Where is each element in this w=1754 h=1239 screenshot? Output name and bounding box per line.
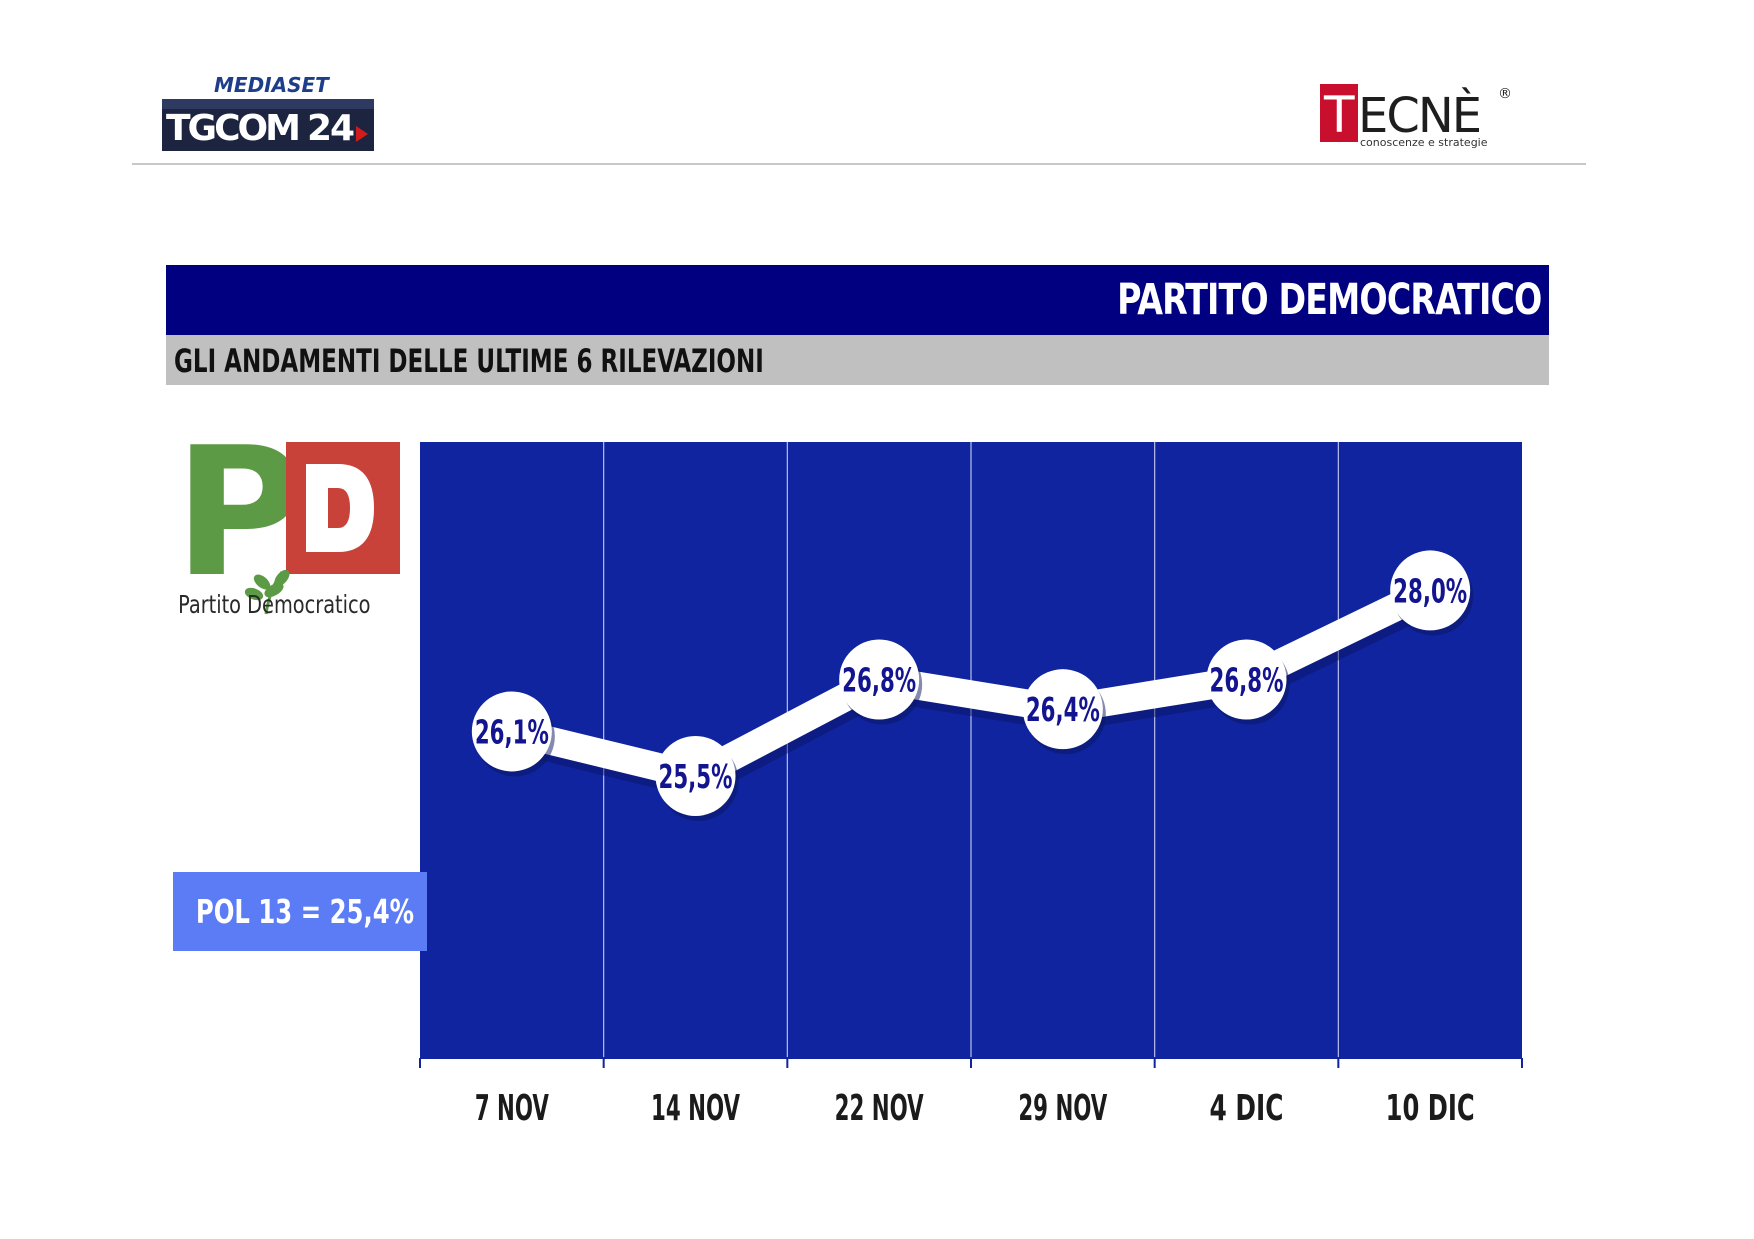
x-tick-label: 7 NOV (475, 1088, 549, 1129)
data-point-marker (471, 691, 552, 772)
data-label: 26,8% (842, 660, 916, 699)
data-point-marker (655, 735, 736, 816)
tecne-logo: T ECNÈ ® conoscenze e strategie (1320, 84, 1512, 149)
x-tick-label: 22 NOV (835, 1088, 924, 1129)
data-label: 26,8% (1210, 660, 1284, 699)
reference-value-label: POL 13 = 25,4% (195, 892, 415, 931)
reference-value-box: POL 13 = 25,4% (173, 872, 427, 951)
tgcom-wordmark: TGCOM (166, 108, 298, 149)
tecne-initial: T (1323, 86, 1355, 144)
olive-branch-icon (244, 569, 290, 615)
page-subtitle: GLI ANDAMENTI DELLE ULTIME 6 RILEVAZIONI (174, 342, 764, 380)
tecne-registered-mark: ® (1498, 86, 1512, 102)
x-tick-label: 14 NOV (651, 1088, 740, 1129)
data-point-marker (1390, 550, 1471, 631)
x-tick-label: 10 DIC (1386, 1088, 1475, 1129)
pd-party-logo: P (178, 442, 400, 616)
subtitle-bar: GLI ANDAMENTI DELLE ULTIME 6 RILEVAZIONI (166, 335, 1549, 385)
data-point-marker (1022, 669, 1103, 750)
pd-logo-caption: Partito Democratico (178, 590, 371, 619)
mediaset-wordmark: MEDIASET (214, 73, 330, 97)
tgcom24-logo: MEDIASET TGCOM 24 (162, 73, 374, 151)
data-label: 25,5% (659, 757, 733, 796)
tecne-tagline: conoscenze e strategie (1360, 136, 1488, 149)
tecne-wordmark: ECNÈ (1358, 87, 1480, 144)
data-label: 26,4% (1026, 690, 1100, 729)
tecne-red-block (1320, 84, 1358, 142)
x-tick-label: 4 DIC (1210, 1088, 1284, 1129)
header-divider (132, 163, 1586, 165)
page-title: PARTITO DEMOCRATICO (1116, 275, 1542, 325)
data-label: 28,0% (1393, 571, 1467, 610)
tgcom24-number: 24 (307, 108, 354, 149)
data-point-marker (839, 639, 920, 720)
data-label: 26,1% (475, 712, 549, 751)
data-point-marker (1206, 639, 1287, 720)
x-tick-label: 29 NOV (1018, 1088, 1107, 1129)
title-bar: PARTITO DEMOCRATICO (166, 265, 1549, 335)
